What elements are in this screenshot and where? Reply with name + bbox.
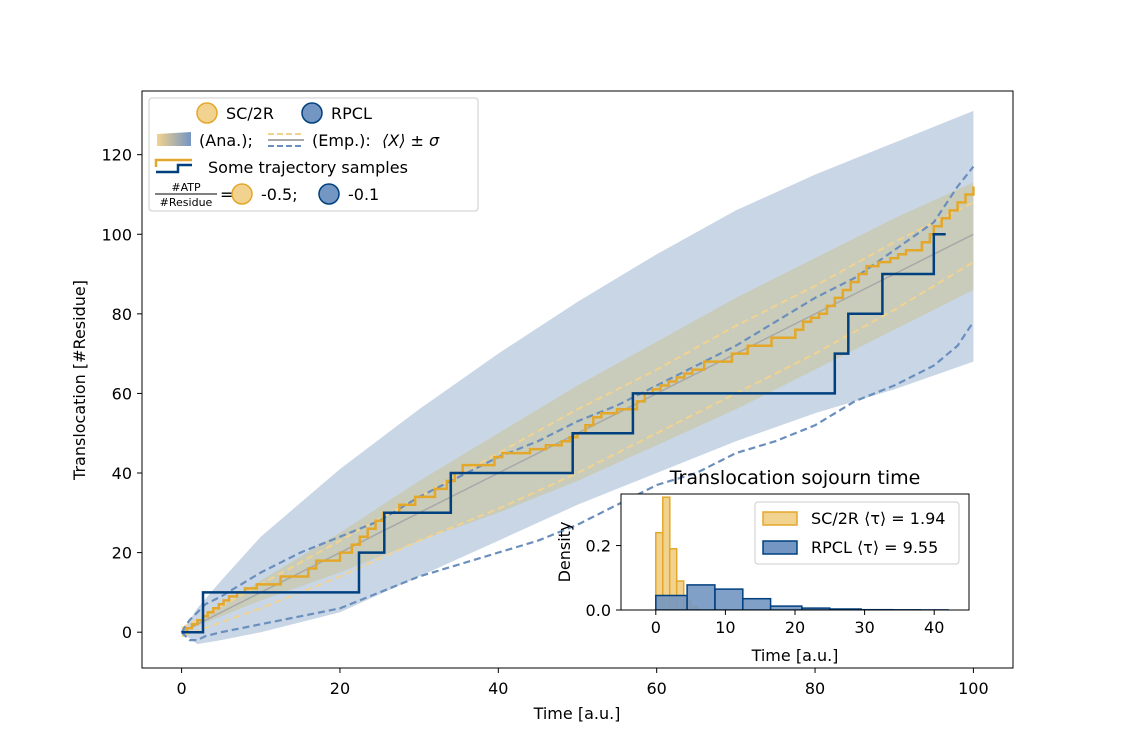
rpcl-hist-bar [714, 588, 744, 610]
legend-samples-label: Some trajectory samples [208, 158, 408, 177]
inset-legend: SC/2R ⟨τ⟩ = 1.94 RPCL ⟨τ⟩ = 9.55 [754, 501, 960, 565]
main-plot-frame [141, 90, 1014, 669]
legend-rpcl-marker [301, 102, 323, 124]
inset-legend-sc2r-swatch [762, 511, 798, 526]
inset-x-tick-label: 40 [924, 618, 944, 637]
sc2r-hist-bar [662, 496, 671, 610]
inset-legend-rpcl-label: RPCL ⟨τ⟩ = 9.55 [811, 538, 938, 557]
rpcl-hist-bar [655, 594, 688, 610]
main-legend: SC/2R RPCL (Ana.); (Emp.): ⟨X⟩ ± σ Some … [148, 97, 479, 212]
inset-legend-frame [754, 501, 960, 565]
legend-sc2r-label: SC/2R [226, 104, 274, 123]
legend-rpcl-step [156, 163, 192, 174]
legend-analytic-label: (Ana.); [199, 131, 253, 150]
legend-ratio-rpcl-marker [318, 183, 340, 205]
rpcl-hist-bar [769, 605, 803, 610]
main-x-axis-label: Time [a.u.] [533, 704, 621, 723]
x-tick-label: 20 [330, 679, 350, 698]
legend-ratio-numerator: #ATP [171, 181, 201, 194]
legend-mean-sigma-label: ⟨X⟩ ± σ [382, 131, 440, 150]
legend-empirical-label: (Emp.): [312, 131, 371, 150]
inset-x-tick-label: 20 [785, 618, 805, 637]
inset-x-axis-label: Time [a.u.] [751, 646, 839, 665]
inset-y-axis-label: Density [555, 522, 574, 583]
y-tick-label: 20 [112, 544, 132, 563]
rpcl-empirical-lower [180, 321, 975, 642]
x-tick-label: 100 [958, 679, 989, 698]
main-y-axis: 0 20 40 60 80 100 120 [101, 146, 142, 642]
y-tick-label: 100 [101, 225, 132, 244]
inset-x-tick-label: 10 [715, 618, 735, 637]
legend-ratio-equals: = [220, 185, 233, 204]
y-tick-label: 120 [101, 146, 132, 165]
inset-x-axis: 0 10 20 30 40 [651, 610, 944, 637]
inset-title: Translocation sojourn time [669, 467, 921, 489]
main-y-axis-label: Translocation [#Residue] [70, 280, 89, 481]
x-tick-label: 60 [647, 679, 667, 698]
sc2r-empirical-upper [181, 201, 974, 630]
inset-y-tick-label: 0.2 [586, 537, 611, 556]
legend-ratio-rpcl-value: -0.1 [348, 185, 379, 204]
x-tick-label: 80 [805, 679, 825, 698]
legend-frame [148, 97, 479, 212]
x-tick-label: 40 [488, 679, 508, 698]
inset-x-tick-label: 0 [651, 618, 661, 637]
legend-sc2r-marker [196, 102, 218, 124]
y-tick-label: 60 [112, 384, 132, 403]
inset-y-axis: 0.0 0.2 [586, 537, 621, 620]
main-lines [180, 165, 975, 642]
rpcl-hist-bar [686, 584, 716, 610]
inset-histogram: 0 10 20 30 40 0.0 0.2 Translocation sojourn t… [555, 467, 970, 665]
y-tick-label: 0 [122, 623, 132, 642]
main-x-axis: 0 20 40 60 80 100 [176, 668, 989, 698]
legend-ratio-sc2r-value: -0.5; [261, 185, 298, 204]
x-tick-label: 0 [176, 679, 186, 698]
inset-y-tick-label: 0.0 [586, 601, 611, 620]
legend-rpcl-label: RPCL [331, 104, 372, 123]
rpcl-hist-bar [742, 597, 772, 610]
legend-ratio-sc2r-marker [231, 183, 253, 205]
legend-analytic-swatch [157, 132, 191, 146]
y-tick-label: 80 [112, 305, 132, 324]
legend-ratio-denominator: #Residue [160, 196, 213, 209]
sc2r-trajectory [181, 186, 975, 634]
inset-x-tick-label: 30 [854, 618, 874, 637]
inset-legend-sc2r-label: SC/2R ⟨τ⟩ = 1.94 [811, 509, 945, 528]
rpcl-trajectory [181, 233, 946, 634]
legend-sc2r-step [154, 158, 192, 167]
y-tick-label: 40 [112, 464, 132, 483]
inset-legend-rpcl-swatch [762, 540, 798, 555]
